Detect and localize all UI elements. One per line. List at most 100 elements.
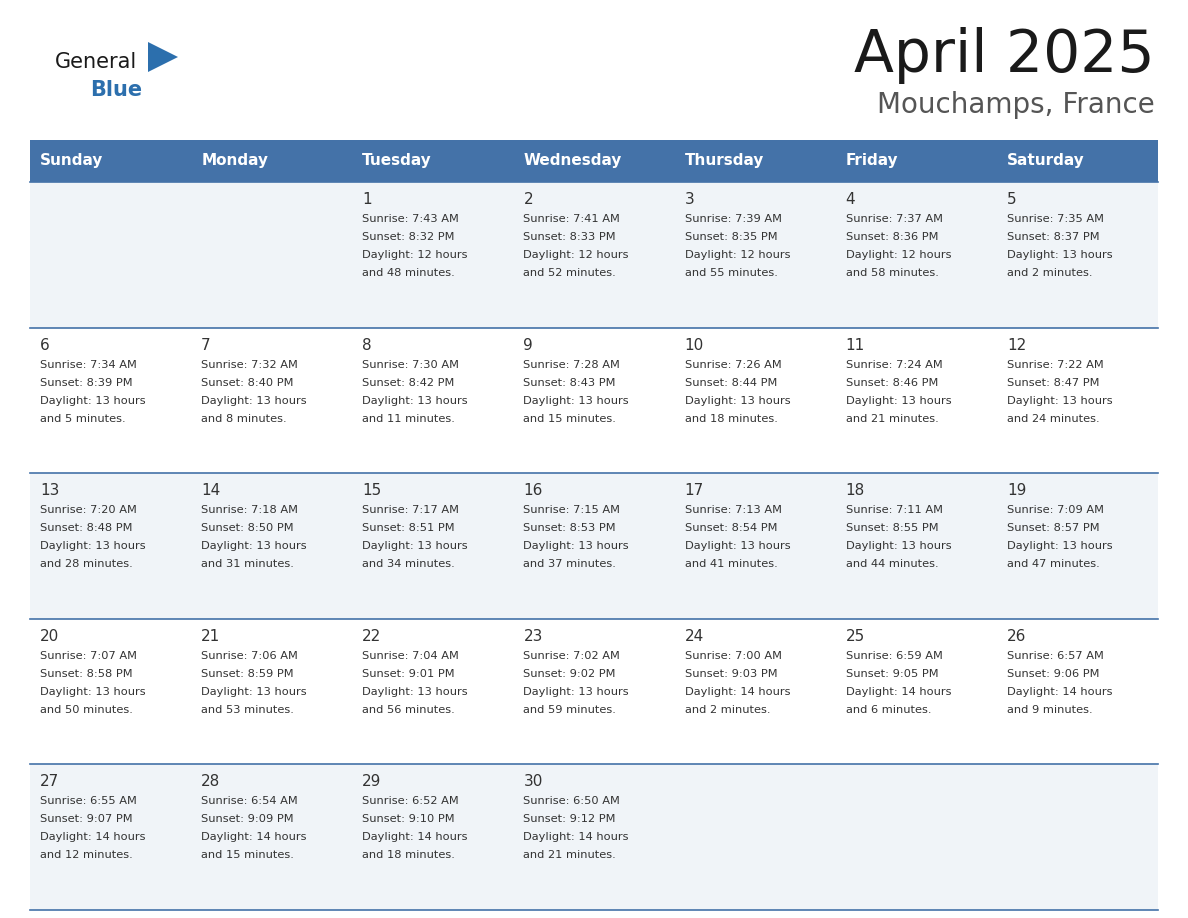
- Text: Sunrise: 7:20 AM: Sunrise: 7:20 AM: [40, 505, 137, 515]
- Bar: [30, 765, 1158, 910]
- Text: 8: 8: [362, 338, 372, 353]
- Text: Sunrise: 7:35 AM: Sunrise: 7:35 AM: [1007, 214, 1104, 224]
- Text: and 52 minutes.: and 52 minutes.: [524, 268, 617, 278]
- Text: Sunrise: 7:39 AM: Sunrise: 7:39 AM: [684, 214, 782, 224]
- Text: 1: 1: [362, 192, 372, 207]
- Bar: [30, 328, 1158, 473]
- Text: Sunset: 8:37 PM: Sunset: 8:37 PM: [1007, 232, 1099, 242]
- Text: Sunset: 8:42 PM: Sunset: 8:42 PM: [362, 377, 455, 387]
- Text: 4: 4: [846, 192, 855, 207]
- Text: Daylight: 13 hours: Daylight: 13 hours: [684, 396, 790, 406]
- Text: Sunset: 8:46 PM: Sunset: 8:46 PM: [846, 377, 939, 387]
- Text: and 6 minutes.: and 6 minutes.: [846, 705, 931, 715]
- Text: Daylight: 12 hours: Daylight: 12 hours: [524, 250, 628, 260]
- Text: Sunset: 8:32 PM: Sunset: 8:32 PM: [362, 232, 455, 242]
- Text: and 15 minutes.: and 15 minutes.: [201, 850, 293, 860]
- Text: Sunset: 9:06 PM: Sunset: 9:06 PM: [1007, 669, 1099, 678]
- Text: Daylight: 14 hours: Daylight: 14 hours: [362, 833, 468, 843]
- Text: Sunrise: 7:02 AM: Sunrise: 7:02 AM: [524, 651, 620, 661]
- Text: Sunrise: 7:41 AM: Sunrise: 7:41 AM: [524, 214, 620, 224]
- Text: and 21 minutes.: and 21 minutes.: [846, 414, 939, 423]
- Text: Friday: Friday: [846, 153, 898, 169]
- Text: 11: 11: [846, 338, 865, 353]
- Polygon shape: [148, 42, 178, 72]
- Text: Sunrise: 6:50 AM: Sunrise: 6:50 AM: [524, 797, 620, 806]
- Text: and 15 minutes.: and 15 minutes.: [524, 414, 617, 423]
- Text: Daylight: 13 hours: Daylight: 13 hours: [40, 396, 146, 406]
- Text: and 58 minutes.: and 58 minutes.: [846, 268, 939, 278]
- Text: and 8 minutes.: and 8 minutes.: [201, 414, 286, 423]
- Text: and 34 minutes.: and 34 minutes.: [362, 559, 455, 569]
- Text: Daylight: 13 hours: Daylight: 13 hours: [846, 542, 952, 551]
- Text: and 56 minutes.: and 56 minutes.: [362, 705, 455, 715]
- Text: and 55 minutes.: and 55 minutes.: [684, 268, 777, 278]
- Text: Sunset: 8:51 PM: Sunset: 8:51 PM: [362, 523, 455, 533]
- Text: 30: 30: [524, 775, 543, 789]
- Text: and 24 minutes.: and 24 minutes.: [1007, 414, 1099, 423]
- Text: Sunset: 8:58 PM: Sunset: 8:58 PM: [40, 669, 133, 678]
- Text: Sunset: 9:12 PM: Sunset: 9:12 PM: [524, 814, 615, 824]
- Text: Sunrise: 7:24 AM: Sunrise: 7:24 AM: [846, 360, 942, 370]
- Text: Mouchamps, France: Mouchamps, France: [877, 91, 1155, 119]
- Text: and 37 minutes.: and 37 minutes.: [524, 559, 617, 569]
- Text: 9: 9: [524, 338, 533, 353]
- Bar: [30, 140, 1158, 182]
- Text: 12: 12: [1007, 338, 1026, 353]
- Text: 6: 6: [40, 338, 50, 353]
- Text: Monday: Monday: [201, 153, 268, 169]
- Text: and 18 minutes.: and 18 minutes.: [362, 850, 455, 860]
- Text: Daylight: 13 hours: Daylight: 13 hours: [1007, 396, 1112, 406]
- Bar: [30, 473, 1158, 619]
- Text: Wednesday: Wednesday: [524, 153, 621, 169]
- Text: Sunset: 8:50 PM: Sunset: 8:50 PM: [201, 523, 293, 533]
- Text: and 44 minutes.: and 44 minutes.: [846, 559, 939, 569]
- Text: Sunrise: 7:15 AM: Sunrise: 7:15 AM: [524, 505, 620, 515]
- Text: Sunrise: 7:13 AM: Sunrise: 7:13 AM: [684, 505, 782, 515]
- Text: Daylight: 13 hours: Daylight: 13 hours: [524, 542, 630, 551]
- Text: Sunset: 8:54 PM: Sunset: 8:54 PM: [684, 523, 777, 533]
- Text: 18: 18: [846, 483, 865, 498]
- Text: Sunset: 9:05 PM: Sunset: 9:05 PM: [846, 669, 939, 678]
- Text: 15: 15: [362, 483, 381, 498]
- Text: and 59 minutes.: and 59 minutes.: [524, 705, 617, 715]
- Text: Sunrise: 7:17 AM: Sunrise: 7:17 AM: [362, 505, 460, 515]
- Text: General: General: [55, 52, 138, 72]
- Text: 16: 16: [524, 483, 543, 498]
- Text: Sunrise: 7:11 AM: Sunrise: 7:11 AM: [846, 505, 943, 515]
- Text: Sunday: Sunday: [40, 153, 103, 169]
- Text: Daylight: 14 hours: Daylight: 14 hours: [524, 833, 628, 843]
- Text: Sunrise: 6:55 AM: Sunrise: 6:55 AM: [40, 797, 137, 806]
- Text: Sunrise: 6:52 AM: Sunrise: 6:52 AM: [362, 797, 459, 806]
- Text: 7: 7: [201, 338, 210, 353]
- Text: 2: 2: [524, 192, 533, 207]
- Text: 24: 24: [684, 629, 703, 644]
- Text: Daylight: 13 hours: Daylight: 13 hours: [362, 687, 468, 697]
- Text: Sunset: 8:57 PM: Sunset: 8:57 PM: [1007, 523, 1099, 533]
- Text: Daylight: 12 hours: Daylight: 12 hours: [362, 250, 468, 260]
- Text: and 47 minutes.: and 47 minutes.: [1007, 559, 1100, 569]
- Text: Sunset: 9:03 PM: Sunset: 9:03 PM: [684, 669, 777, 678]
- Text: 5: 5: [1007, 192, 1017, 207]
- Text: Daylight: 13 hours: Daylight: 13 hours: [362, 542, 468, 551]
- Text: and 11 minutes.: and 11 minutes.: [362, 414, 455, 423]
- Text: Daylight: 14 hours: Daylight: 14 hours: [201, 833, 307, 843]
- Text: and 21 minutes.: and 21 minutes.: [524, 850, 617, 860]
- Text: Daylight: 13 hours: Daylight: 13 hours: [1007, 250, 1112, 260]
- Text: 3: 3: [684, 192, 694, 207]
- Text: Sunrise: 7:09 AM: Sunrise: 7:09 AM: [1007, 505, 1104, 515]
- Text: Sunset: 8:47 PM: Sunset: 8:47 PM: [1007, 377, 1099, 387]
- Text: and 9 minutes.: and 9 minutes.: [1007, 705, 1093, 715]
- Text: Daylight: 13 hours: Daylight: 13 hours: [684, 542, 790, 551]
- Text: 23: 23: [524, 629, 543, 644]
- Text: 28: 28: [201, 775, 221, 789]
- Text: Sunrise: 7:34 AM: Sunrise: 7:34 AM: [40, 360, 137, 370]
- Text: April 2025: April 2025: [854, 27, 1155, 84]
- Text: Daylight: 13 hours: Daylight: 13 hours: [362, 396, 468, 406]
- Text: Sunrise: 7:06 AM: Sunrise: 7:06 AM: [201, 651, 298, 661]
- Text: Sunrise: 7:37 AM: Sunrise: 7:37 AM: [846, 214, 943, 224]
- Text: 27: 27: [40, 775, 59, 789]
- Text: and 5 minutes.: and 5 minutes.: [40, 414, 126, 423]
- Text: Sunrise: 7:43 AM: Sunrise: 7:43 AM: [362, 214, 459, 224]
- Text: and 53 minutes.: and 53 minutes.: [201, 705, 293, 715]
- Text: and 2 minutes.: and 2 minutes.: [1007, 268, 1092, 278]
